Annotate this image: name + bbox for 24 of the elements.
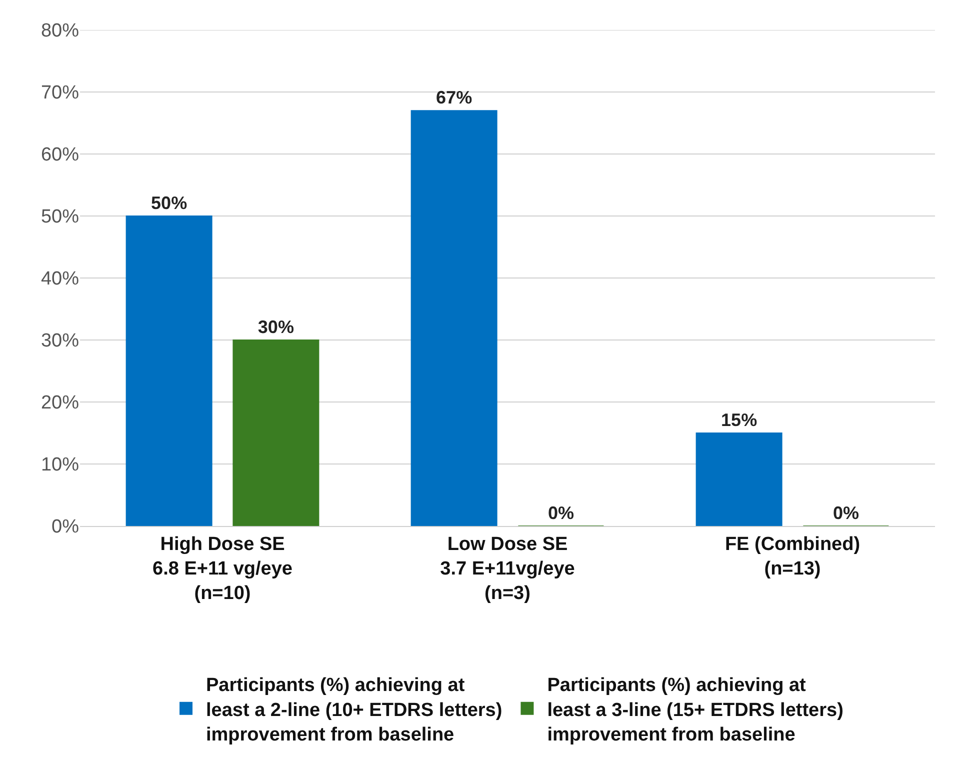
y-tick-label: 40% <box>40 268 80 290</box>
x-tick-label: Low Dose SE 3.7 E+11vg/eye (n=3) <box>440 534 575 604</box>
data-label: 0% <box>832 503 859 523</box>
legend-label: Participants (%) achieving at least a 3-line (15+ ETDRS letters) improvement from baseline <box>547 675 844 746</box>
y-tick-label: 50% <box>40 206 80 228</box>
bar <box>126 216 212 526</box>
data-label: 15% <box>721 410 758 430</box>
bar <box>410 110 498 526</box>
y-tick-label: 60% <box>40 144 80 166</box>
bar <box>696 432 782 526</box>
y-tick-label: 0% <box>52 516 80 538</box>
bar <box>232 340 320 526</box>
data-label: 50% <box>151 193 188 213</box>
data-label: 0% <box>548 503 574 523</box>
x-tick-label: High Dose SE 6.8 E+11 vg/eye (n=10) <box>152 534 292 604</box>
y-tick-label: 70% <box>40 82 80 104</box>
y-tick-label: 10% <box>40 454 80 476</box>
data-label: 30% <box>258 317 294 337</box>
y-tick-label: 30% <box>40 330 80 352</box>
x-tick-label: FE (Combined) (n=13) <box>724 534 860 580</box>
y-tick-label: 80% <box>40 20 80 42</box>
legend-label: Participants (%) achieving at least a 2-line (10+ ETDRS letters) improvement from baseline <box>206 675 502 746</box>
y-tick-label: 20% <box>40 392 80 414</box>
data-label: 67% <box>436 88 472 108</box>
